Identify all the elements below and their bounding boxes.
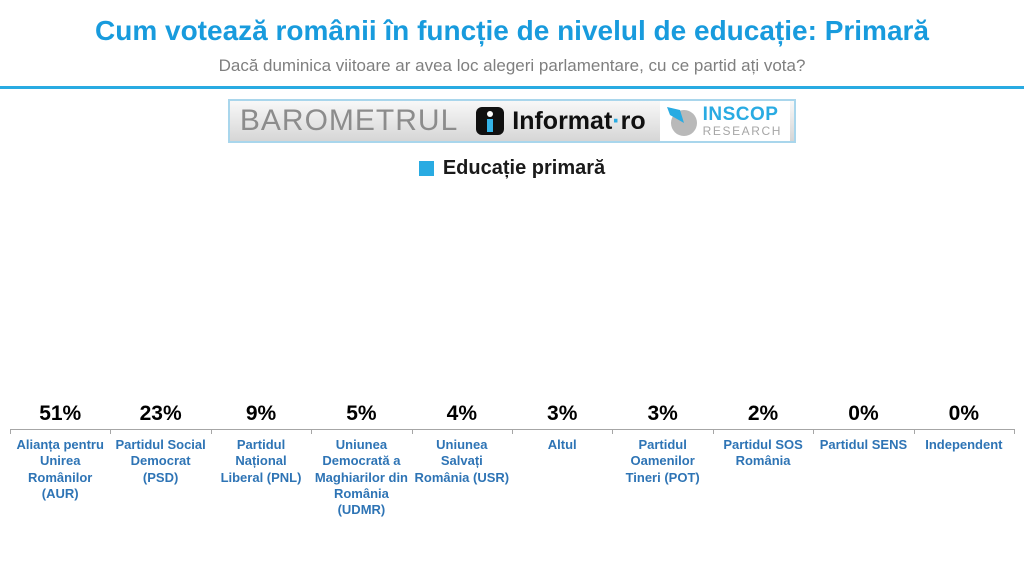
axis-tick	[813, 429, 815, 434]
bar-column: 3%	[512, 402, 612, 429]
value-label: 3%	[547, 402, 578, 425]
informat-dot: ·	[612, 106, 621, 135]
informat-wordmark: Informat·ro	[512, 107, 645, 136]
value-label: 51%	[39, 402, 82, 425]
axis-tick	[110, 429, 112, 434]
value-label: 9%	[245, 402, 277, 425]
value-label: 0%	[948, 402, 980, 425]
category-label: Partidul Național Liberal (PNL)	[220, 437, 302, 485]
header-divider	[0, 86, 1024, 89]
branding-banner: BAROMETRUL Informat·ro INSCOP RESEARCH	[227, 99, 797, 143]
category-label: Partidul SOS România	[723, 437, 803, 469]
bar-column: 3%	[612, 402, 712, 429]
legend-label: Educație primară	[442, 157, 606, 179]
axis-tick	[210, 429, 212, 434]
category-label: Partidul SENS	[819, 437, 908, 452]
informat-logo: Informat·ro	[476, 107, 646, 136]
category-label: Uniunea Salvați România (USR)	[414, 437, 510, 485]
value-label: 0%	[848, 402, 879, 425]
category-label: Uniunea Democrată a Maghiarilor din Româ…	[314, 437, 408, 517]
axis-tick	[512, 429, 513, 434]
page-title: Cum votează românii în funcție de nivelu…	[95, 15, 929, 46]
inscop-pie-icon	[666, 107, 697, 136]
category-label: Partidul Social Democrat (PSD)	[115, 437, 206, 485]
plot-area: 51% 23% 9% 5% 4% 3% 3% 2% 0% 0%	[10, 185, 1015, 434]
axis-tick	[612, 429, 614, 434]
bar-column: 0%	[813, 402, 913, 429]
bar-column: 2%	[713, 402, 813, 429]
category-label: Altul	[547, 437, 577, 452]
bar-column: 9%	[211, 402, 311, 429]
axis-tick	[311, 429, 313, 434]
informat-i-icon	[476, 107, 505, 135]
bar-chart: 51% 23% 9% 5% 4% 3% 3% 2% 0% 0% Alianța pentru Un…	[10, 185, 1015, 518]
chart-legend: Educație primară	[0, 157, 1024, 180]
axis-tick	[10, 429, 11, 434]
value-label: 2%	[747, 402, 779, 425]
inscop-logo: INSCOP RESEARCH	[659, 101, 791, 141]
informat-suffix: ro	[620, 106, 646, 135]
survey-question-subtitle: Dacă duminica viitoare ar avea loc alege…	[218, 56, 806, 75]
bar-column: 0%	[914, 402, 1014, 429]
legend-swatch	[418, 161, 434, 176]
bar-column: 4%	[412, 402, 512, 429]
bar-column: 5%	[311, 402, 411, 429]
axis-tick	[1014, 429, 1015, 434]
barometrul-wordmark: BAROMETRUL	[239, 104, 459, 137]
axis-tick	[913, 429, 915, 434]
bar-column: 23%	[110, 402, 210, 429]
inscop-research-label: RESEARCH	[702, 124, 783, 138]
category-label: Independent	[925, 437, 1003, 452]
axis-tick	[712, 429, 714, 434]
value-label: 5%	[346, 402, 377, 425]
branding-banner-row: BAROMETRUL Informat·ro INSCOP RESEARCH	[0, 99, 1024, 143]
inscop-name: INSCOP	[702, 104, 779, 125]
value-label: 4%	[446, 402, 477, 425]
informat-name: Informat	[512, 106, 613, 135]
category-label: Partidul Oamenilor Tineri (POT)	[625, 437, 700, 485]
bar-column: 51%	[10, 402, 110, 429]
inscop-wordmark: INSCOP RESEARCH	[703, 105, 782, 137]
category-label: Alianța pentru Unirea Românilor (AUR)	[16, 437, 104, 501]
value-label: 23%	[139, 402, 182, 425]
category-labels: Alianța pentru Unirea Românilor (AUR) Par…	[10, 430, 1014, 518]
axis-tick	[411, 429, 413, 434]
value-label: 3%	[647, 402, 678, 425]
